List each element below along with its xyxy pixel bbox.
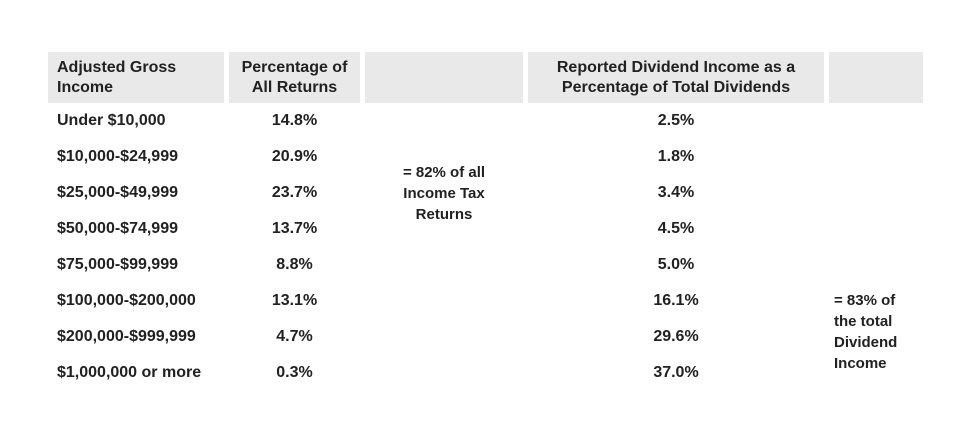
returns-pct-cell: 4.7% <box>276 328 313 345</box>
agi-bracket-cell: $25,000-$49,999 <box>57 184 178 201</box>
annotation-dividends-share: = 83% of the total Dividend Income <box>834 292 898 372</box>
agi-bracket-cell: Under $10,000 <box>57 112 166 129</box>
agi-bracket-cell: $50,000-$74,999 <box>57 220 178 237</box>
returns-pct-cell: 23.7% <box>271 184 318 201</box>
agi-bracket-cell: $10,000-$24,999 <box>57 148 178 165</box>
dividends-pct-cell: 3.4% <box>657 184 695 201</box>
income-dividend-table: Adjusted Gross Income Percentage of All … <box>48 52 923 391</box>
dividends-pct-cell: 4.5% <box>657 220 695 237</box>
dividends-pct-cell: 16.1% <box>653 292 699 309</box>
agi-bracket-cell: $1,000,000 or more <box>57 364 202 381</box>
returns-pct-cell: 13.1% <box>271 292 318 309</box>
dividends-pct-cell: 5.0% <box>657 256 695 273</box>
header-percentage-all-returns: Percentage of All Returns <box>229 52 360 103</box>
dividends-pct-cell: 1.8% <box>657 148 695 165</box>
agi-bracket-cell: $200,000-$999,999 <box>57 328 196 345</box>
returns-pct-cell: 8.8% <box>276 256 313 273</box>
returns-pct-cell: 13.7% <box>271 220 318 237</box>
header-spacer-returns-column <box>365 52 523 103</box>
annotation-returns-share: = 82% of all Income Tax Returns <box>402 163 486 223</box>
dividends-pct-cell: 29.6% <box>653 328 699 345</box>
header-adjusted-gross-income: Adjusted Gross Income <box>48 52 224 103</box>
dividends-pct-cell: 37.0% <box>653 364 699 381</box>
dividends-pct-cell: 2.5% <box>657 112 695 129</box>
agi-bracket-cell: $100,000-$200,000 <box>57 292 196 309</box>
returns-pct-cell: 14.8% <box>271 112 318 129</box>
header-spacer-dividends-column <box>829 52 923 103</box>
returns-pct-cell: 20.9% <box>271 148 318 165</box>
returns-pct-cell: 0.3% <box>276 364 313 381</box>
header-reported-dividend-income: Reported Dividend Income as a Percentage… <box>528 52 824 103</box>
agi-bracket-cell: $75,000-$99,999 <box>57 256 178 273</box>
